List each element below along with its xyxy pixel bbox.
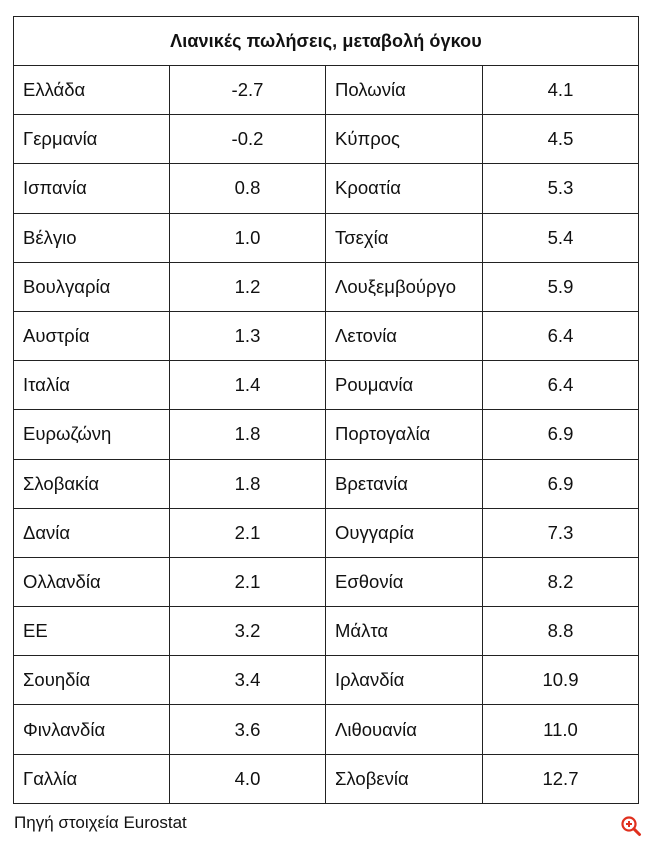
country-name-cell: Πορτογαλία — [325, 409, 483, 460]
value-cell: -0.2 — [169, 114, 326, 165]
value-cell: 10.9 — [482, 655, 639, 706]
value-cell: 1.8 — [169, 409, 326, 460]
table-row: ΕΕ 3.2 Μάλτα 8.8 — [13, 606, 639, 657]
country-name-cell: Πολωνία — [325, 64, 483, 116]
value-cell: 1.0 — [169, 212, 326, 263]
table-row: Ιταλία 1.4 Ρουμανία 6.4 — [13, 360, 639, 411]
country-name-cell: Λουξεμβούργο — [325, 261, 483, 312]
table-row: Ευρωζώνη 1.8 Πορτογαλία 6.9 — [13, 409, 639, 460]
table-row: Ελλάδα -2.7 Πολωνία 4.1 — [13, 64, 639, 116]
value-cell: 3.6 — [169, 704, 326, 755]
value-cell: 4.0 — [169, 753, 326, 804]
table-row: Ολλανδία 2.1 Εσθονία 8.2 — [13, 556, 639, 608]
value-cell: 1.4 — [169, 360, 326, 411]
value-cell: 8.2 — [482, 556, 639, 608]
country-name-cell: Ιρλανδία — [325, 655, 483, 706]
country-name-cell: Ουγγαρία — [325, 507, 483, 558]
value-cell: 12.7 — [482, 753, 639, 804]
table-row: Σουηδία 3.4 Ιρλανδία 10.9 — [13, 655, 639, 706]
country-name-cell: Μάλτα — [325, 606, 483, 657]
country-name-cell: Αυστρία — [13, 310, 170, 362]
country-name-cell: Γερμανία — [13, 114, 170, 165]
value-cell: 11.0 — [482, 704, 639, 755]
country-name-cell: Σλοβακία — [13, 458, 170, 509]
value-cell: 6.9 — [482, 409, 639, 460]
country-name-cell: Κύπρος — [325, 114, 483, 165]
country-name-cell: Ισπανία — [13, 163, 170, 214]
country-name-cell: ΕΕ — [13, 606, 170, 657]
value-cell: 1.3 — [169, 310, 326, 362]
value-cell: 4.5 — [482, 114, 639, 165]
country-name-cell: Σλοβενία — [325, 753, 483, 804]
source-note: Πηγή στοιχεία Eurostat — [14, 813, 187, 832]
value-cell: 6.4 — [482, 310, 639, 362]
country-name-cell: Βουλγαρία — [13, 261, 170, 312]
value-cell: 6.4 — [482, 360, 639, 411]
country-name-cell: Ευρωζώνη — [13, 409, 170, 460]
value-cell: 2.1 — [169, 556, 326, 608]
country-name-cell: Γαλλία — [13, 753, 170, 804]
zoom-in-icon — [621, 816, 641, 836]
value-cell: 2.1 — [169, 507, 326, 558]
country-name-cell: Δανία — [13, 507, 170, 558]
table-row: Σλοβακία 1.8 Βρετανία 6.9 — [13, 458, 639, 509]
table-row: Γαλλία 4.0 Σλοβενία 12.7 — [13, 753, 639, 804]
country-name-cell: Λιθουανία — [325, 704, 483, 755]
country-name-cell: Λετονία — [325, 310, 483, 362]
country-name-cell: Κροατία — [325, 163, 483, 214]
country-name-cell: Βρετανία — [325, 458, 483, 509]
country-name-cell: Τσεχία — [325, 212, 483, 263]
retail-sales-table: Λιανικές πωλήσεις, μεταβολή όγκου Ελλάδα… — [13, 16, 639, 804]
value-cell: -2.7 — [169, 64, 326, 116]
country-name-cell: Ολλανδία — [13, 556, 170, 608]
country-name-cell: Βέλγιο — [13, 212, 170, 263]
value-cell: 7.3 — [482, 507, 639, 558]
country-name-cell: Ελλάδα — [13, 64, 170, 116]
value-cell: 5.4 — [482, 212, 639, 263]
country-name-cell: Ρουμανία — [325, 360, 483, 411]
country-name-cell: Σουηδία — [13, 655, 170, 706]
value-cell: 4.1 — [482, 64, 639, 116]
value-cell: 3.2 — [169, 606, 326, 657]
table-row: Βουλγαρία 1.2 Λουξεμβούργο 5.9 — [13, 261, 639, 312]
table-row: Βέλγιο 1.0 Τσεχία 5.4 — [13, 212, 639, 263]
value-cell: 5.9 — [482, 261, 639, 312]
table-row: Αυστρία 1.3 Λετονία 6.4 — [13, 310, 639, 362]
zoom-button[interactable] — [620, 815, 642, 837]
country-name-cell: Εσθονία — [325, 556, 483, 608]
value-cell: 8.8 — [482, 606, 639, 657]
table-title: Λιανικές πωλήσεις, μεταβολή όγκου — [13, 16, 639, 66]
country-name-cell: Ιταλία — [13, 360, 170, 411]
value-cell: 1.2 — [169, 261, 326, 312]
table-row: Δανία 2.1 Ουγγαρία 7.3 — [13, 507, 639, 558]
table-body: Ελλάδα -2.7 Πολωνία 4.1 Γερμανία -0.2 Κύπρος 4.… — [13, 64, 639, 804]
table-row: Ισπανία 0.8 Κροατία 5.3 — [13, 163, 639, 214]
value-cell: 3.4 — [169, 655, 326, 706]
value-cell: 6.9 — [482, 458, 639, 509]
value-cell: 1.8 — [169, 458, 326, 509]
table-header-row: Λιανικές πωλήσεις, μεταβολή όγκου — [13, 16, 639, 66]
country-name-cell: Φινλανδία — [13, 704, 170, 755]
table-row: Γερμανία -0.2 Κύπρος 4.5 — [13, 114, 639, 165]
value-cell: 0.8 — [169, 163, 326, 214]
table-row: Φινλανδία 3.6 Λιθουανία 11.0 — [13, 704, 639, 755]
value-cell: 5.3 — [482, 163, 639, 214]
